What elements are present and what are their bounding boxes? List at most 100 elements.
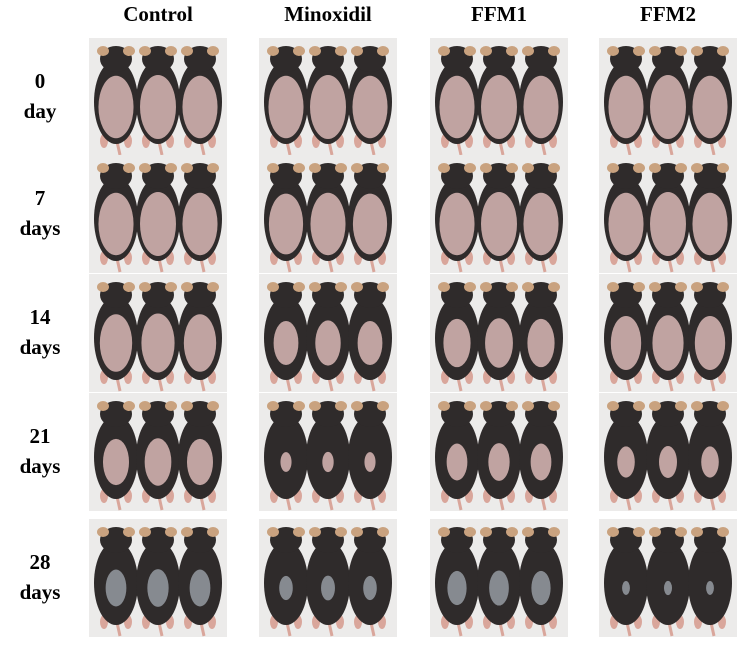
ear: [717, 163, 729, 173]
skin-patch: [610, 315, 642, 371]
skin-patch: [321, 575, 335, 601]
ear: [675, 282, 687, 292]
ear: [293, 46, 305, 56]
ear: [717, 527, 729, 537]
ear: [377, 401, 389, 411]
ear: [480, 46, 492, 56]
mouse-photo: [259, 38, 397, 156]
skin-patch: [99, 314, 133, 372]
ear: [139, 163, 151, 173]
skin-patch: [363, 575, 377, 601]
row-label: 7: [35, 186, 46, 210]
ear: [139, 282, 151, 292]
skin-patch: [147, 569, 169, 607]
ear: [335, 163, 347, 173]
ear: [351, 401, 363, 411]
ear: [633, 163, 645, 173]
ear: [377, 46, 389, 56]
mouse-photo: [89, 274, 227, 392]
ear: [506, 46, 518, 56]
ear: [649, 401, 661, 411]
ear: [633, 401, 645, 411]
mouse-photo: [599, 393, 737, 511]
ear: [377, 527, 389, 537]
ear: [438, 282, 450, 292]
skin-patch: [186, 438, 214, 486]
ear: [293, 282, 305, 292]
skin-patch: [364, 452, 376, 472]
ear: [438, 527, 450, 537]
skin-patch: [273, 320, 299, 366]
ear: [207, 527, 219, 537]
ear: [649, 282, 661, 292]
skin-patch: [439, 75, 475, 139]
column-header: FFM1: [471, 2, 527, 26]
ear: [139, 401, 151, 411]
ear: [506, 163, 518, 173]
skin-patch: [622, 581, 630, 595]
ear: [522, 46, 534, 56]
ear: [97, 46, 109, 56]
ear: [335, 282, 347, 292]
mouse-photo: [259, 155, 397, 273]
row-label: days: [20, 454, 61, 478]
ear: [123, 46, 135, 56]
mouse-photo: [259, 393, 397, 511]
ear: [123, 163, 135, 173]
ear: [351, 163, 363, 173]
ear: [293, 527, 305, 537]
skin-patch: [692, 75, 728, 139]
ear: [548, 163, 560, 173]
ear: [97, 401, 109, 411]
row-label: 21: [30, 424, 51, 448]
skin-patch: [140, 192, 176, 256]
column-header: FFM2: [640, 2, 696, 26]
ear: [351, 527, 363, 537]
skin-patch: [489, 570, 509, 606]
row-label: days: [20, 580, 61, 604]
ear: [309, 163, 321, 173]
skin-patch: [98, 75, 134, 139]
ear: [675, 163, 687, 173]
ear: [480, 282, 492, 292]
ear: [464, 527, 476, 537]
ear: [165, 527, 177, 537]
ear: [480, 163, 492, 173]
ear: [267, 282, 279, 292]
skin-patch: [280, 452, 292, 472]
ear: [309, 282, 321, 292]
ear: [438, 163, 450, 173]
ear: [309, 46, 321, 56]
skin-patch: [183, 314, 217, 372]
ear: [139, 46, 151, 56]
ear: [548, 282, 560, 292]
skin-patch: [140, 75, 176, 139]
ear: [691, 163, 703, 173]
ear: [335, 401, 347, 411]
mouse-photo: [259, 519, 397, 637]
ear: [548, 46, 560, 56]
ear: [649, 46, 661, 56]
skin-patch: [527, 318, 555, 368]
ear: [633, 282, 645, 292]
skin-patch: [310, 75, 346, 139]
mouse-photo: [89, 38, 227, 156]
skin-patch: [694, 315, 726, 371]
skin-patch: [352, 193, 388, 255]
row-label: 28: [30, 550, 51, 574]
ear: [181, 163, 193, 173]
ear: [139, 527, 151, 537]
mouse-photo: [89, 519, 227, 637]
skin-patch: [310, 192, 346, 256]
ear: [464, 163, 476, 173]
skin-patch: [315, 320, 341, 366]
ear: [464, 401, 476, 411]
ear: [267, 163, 279, 173]
mouse-photo: [89, 155, 227, 273]
ear: [97, 163, 109, 173]
ear: [267, 527, 279, 537]
ear: [165, 401, 177, 411]
ear: [675, 46, 687, 56]
mouse-photo: [430, 393, 568, 511]
skin-patch: [98, 192, 134, 256]
